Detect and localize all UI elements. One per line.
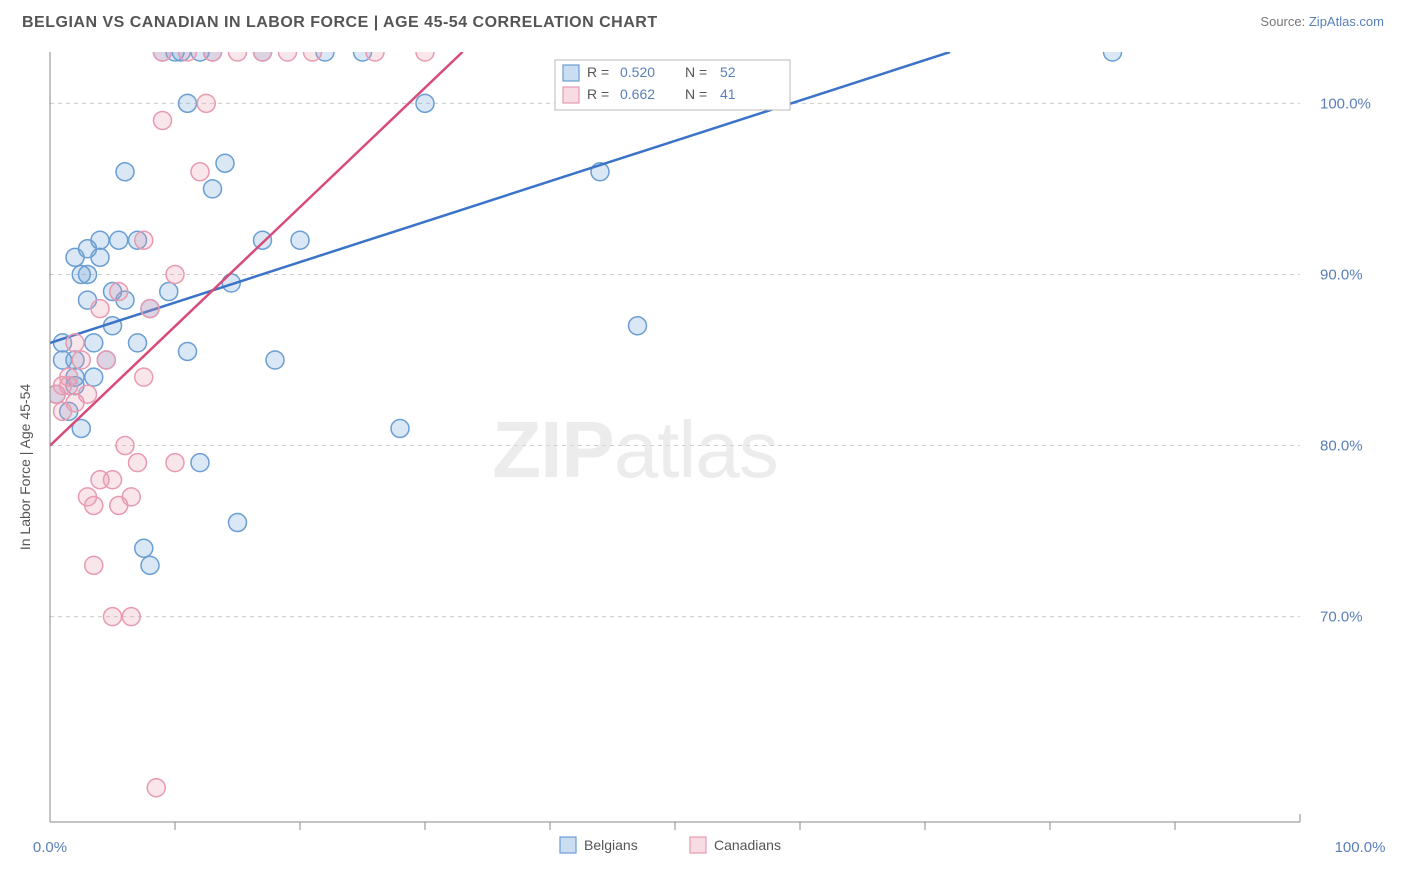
y-tick-label: 80.0%	[1320, 438, 1363, 455]
data-point	[135, 231, 153, 249]
source-label: Source:	[1260, 14, 1305, 29]
legend-r-value: 0.520	[620, 64, 655, 80]
data-point	[147, 779, 165, 797]
chart-title: BELGIAN VS CANADIAN IN LABOR FORCE | AGE…	[22, 14, 658, 32]
data-point	[266, 351, 284, 369]
data-point	[197, 94, 215, 112]
data-point	[129, 454, 147, 472]
data-point	[104, 608, 122, 626]
data-point	[141, 556, 159, 574]
legend-series-label: Canadians	[714, 837, 781, 853]
legend-r-value: 0.662	[620, 86, 655, 102]
data-point	[135, 539, 153, 557]
legend-r-label: R =	[587, 86, 609, 102]
data-point	[85, 334, 103, 352]
data-point	[279, 43, 297, 61]
data-point	[304, 43, 322, 61]
data-point	[135, 368, 153, 386]
data-point	[91, 231, 109, 249]
data-point	[97, 351, 115, 369]
y-tick-label: 100.0%	[1320, 95, 1371, 112]
legend-swatch	[690, 837, 706, 853]
data-point	[229, 43, 247, 61]
data-point	[254, 43, 272, 61]
data-point	[129, 334, 147, 352]
data-point	[85, 496, 103, 514]
data-point	[154, 43, 172, 61]
legend-series-label: Belgians	[584, 837, 638, 853]
legend-n-label: N =	[685, 64, 707, 80]
data-point	[104, 471, 122, 489]
regression-line	[50, 52, 463, 446]
chart-svg: 70.0% 80.0% 90.0% 100.0% ZIPatlas 0.0% 100.0% I…	[0, 42, 1406, 890]
data-point	[416, 94, 434, 112]
legend-n-value: 41	[720, 86, 736, 102]
data-point	[179, 43, 197, 61]
data-point	[204, 180, 222, 198]
data-point	[85, 368, 103, 386]
data-point	[66, 334, 84, 352]
y-tick-label: 90.0%	[1320, 266, 1363, 283]
data-point	[391, 419, 409, 437]
data-point	[110, 283, 128, 301]
source-link[interactable]: ZipAtlas.com	[1309, 14, 1384, 29]
data-point	[141, 300, 159, 318]
data-point	[154, 111, 172, 129]
data-point	[91, 300, 109, 318]
source-attribution: Source: ZipAtlas.com	[1260, 14, 1384, 29]
data-point	[191, 454, 209, 472]
data-point	[60, 368, 78, 386]
data-point	[254, 231, 272, 249]
data-point	[122, 608, 140, 626]
legend-swatch	[560, 837, 576, 853]
x-tick-label-right: 100.0%	[1335, 839, 1386, 856]
data-point	[122, 488, 140, 506]
data-point	[116, 163, 134, 181]
data-point	[1104, 43, 1122, 61]
data-point	[85, 556, 103, 574]
scatter-chart: 70.0% 80.0% 90.0% 100.0% ZIPatlas 0.0% 100.0% I…	[0, 42, 1406, 890]
data-point	[179, 94, 197, 112]
legend-n-value: 52	[720, 64, 736, 80]
data-point	[160, 283, 178, 301]
data-point	[110, 231, 128, 249]
data-point	[166, 265, 184, 283]
y-tick-label: 70.0%	[1320, 609, 1363, 626]
data-point	[79, 265, 97, 283]
legend-swatch	[563, 87, 579, 103]
watermark: ZIPatlas	[492, 405, 777, 494]
data-point	[166, 454, 184, 472]
chart-header: BELGIAN VS CANADIAN IN LABOR FORCE | AGE…	[0, 0, 1406, 42]
data-point	[216, 154, 234, 172]
data-point	[291, 231, 309, 249]
data-point	[79, 385, 97, 403]
y-axis-label: In Labor Force | Age 45-54	[17, 384, 33, 551]
data-point	[229, 514, 247, 532]
data-point	[91, 248, 109, 266]
data-point	[116, 437, 134, 455]
data-point	[629, 317, 647, 335]
data-point	[191, 163, 209, 181]
legend-n-label: N =	[685, 86, 707, 102]
legend-r-label: R =	[587, 64, 609, 80]
data-point	[204, 43, 222, 61]
x-tick-label-left: 0.0%	[33, 839, 67, 856]
legend-swatch	[563, 65, 579, 81]
data-point	[416, 43, 434, 61]
data-point	[366, 43, 384, 61]
data-point	[72, 351, 90, 369]
data-point	[179, 342, 197, 360]
